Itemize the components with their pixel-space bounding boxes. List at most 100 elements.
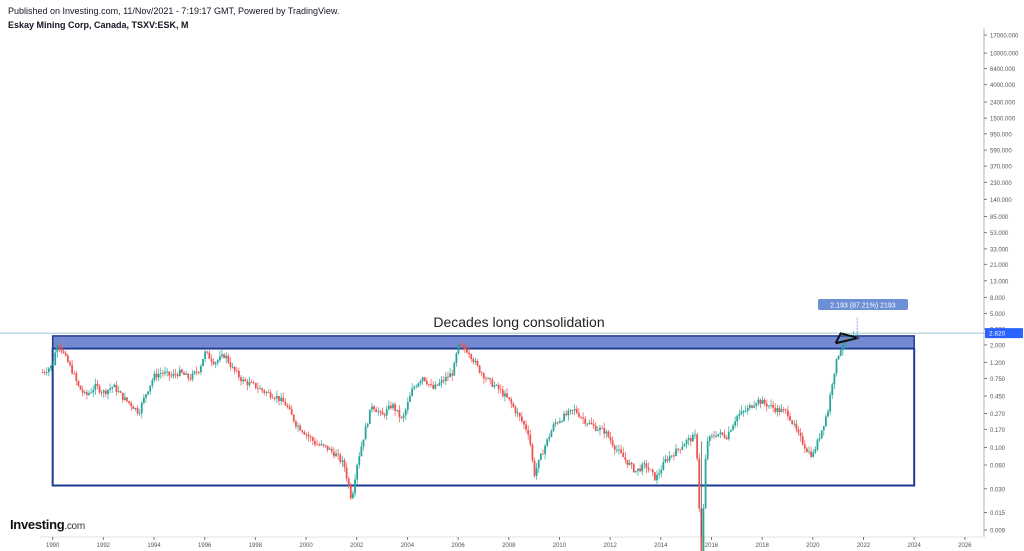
chart-annotation: Decades long consolidation xyxy=(433,314,604,330)
candle xyxy=(470,353,473,363)
price-tick-label: 53.000 xyxy=(990,231,1009,237)
candle xyxy=(311,435,314,446)
candle xyxy=(223,353,226,359)
candle-body xyxy=(708,436,711,442)
candle-body xyxy=(368,409,371,424)
candle xyxy=(295,419,297,430)
candle-body xyxy=(204,351,207,359)
candle xyxy=(459,343,462,347)
candle-body xyxy=(81,389,84,393)
candle xyxy=(299,423,302,431)
candle-body xyxy=(254,383,257,389)
candle xyxy=(62,349,65,355)
candle-body xyxy=(307,434,310,437)
candle xyxy=(362,439,365,451)
candle xyxy=(339,452,342,464)
candle-body xyxy=(191,373,194,380)
candle-body xyxy=(383,414,386,416)
candle-body xyxy=(197,372,200,373)
candle-body xyxy=(130,402,133,407)
candle xyxy=(356,463,359,485)
candle-body xyxy=(290,409,293,415)
candle-body xyxy=(791,420,794,424)
candle-body xyxy=(128,401,131,403)
candle xyxy=(88,390,90,397)
candle xyxy=(123,392,126,401)
candle-body xyxy=(801,436,804,445)
candle-body xyxy=(548,436,551,440)
candle-body xyxy=(546,439,549,446)
candle-body xyxy=(787,410,789,417)
candle-body xyxy=(482,373,485,379)
candle xyxy=(525,420,527,433)
candle xyxy=(776,404,779,417)
candle-body xyxy=(696,434,699,459)
price-tick-label: 5.000 xyxy=(990,312,1006,318)
candle-body xyxy=(242,379,245,382)
candle-body xyxy=(624,457,627,460)
candle xyxy=(647,462,650,473)
candle-body xyxy=(816,439,819,450)
candle xyxy=(586,422,589,427)
candle xyxy=(516,408,519,418)
candle-body xyxy=(829,395,832,412)
candle xyxy=(161,370,164,378)
candle xyxy=(812,448,815,458)
candle xyxy=(138,408,141,416)
time-tick-label: 2022 xyxy=(857,543,871,549)
candle xyxy=(575,405,578,415)
candle-body xyxy=(335,453,337,457)
candle-body xyxy=(142,397,145,404)
candle xyxy=(719,429,722,438)
candle xyxy=(656,470,658,485)
candle xyxy=(653,472,656,482)
candle xyxy=(111,386,114,393)
candle xyxy=(463,343,466,354)
candle-body xyxy=(45,372,48,373)
candle-body xyxy=(50,365,52,369)
candle-body xyxy=(818,438,821,440)
candle xyxy=(396,409,399,413)
candle xyxy=(780,403,783,413)
candle xyxy=(495,383,498,387)
candle xyxy=(132,405,135,410)
candle-body xyxy=(303,432,306,435)
candle xyxy=(335,449,337,457)
candle xyxy=(710,433,713,440)
candle-body xyxy=(434,384,437,389)
candle xyxy=(784,408,787,415)
candle-body xyxy=(806,448,808,453)
candle xyxy=(558,417,561,424)
candle-body xyxy=(723,434,726,438)
price-tick-label: 0.170 xyxy=(990,428,1006,434)
candle xyxy=(563,411,565,423)
price-tick-label: 0.015 xyxy=(990,511,1006,517)
candle xyxy=(782,407,785,413)
candle xyxy=(512,401,515,408)
candle xyxy=(582,412,584,425)
candle-body xyxy=(565,413,568,416)
candle xyxy=(632,462,635,473)
candle-body xyxy=(252,382,255,384)
price-tick-label: 13.000 xyxy=(990,279,1009,285)
candle xyxy=(533,457,536,478)
candle-body xyxy=(478,365,481,373)
candle xyxy=(330,446,333,455)
candle-body xyxy=(77,380,80,386)
candle xyxy=(269,389,272,400)
candle xyxy=(630,461,633,470)
candle-body xyxy=(607,431,610,438)
candle xyxy=(451,369,454,381)
candle-body xyxy=(603,427,606,434)
candle-body xyxy=(166,371,169,373)
candle-body xyxy=(151,380,154,386)
candle-body xyxy=(666,459,669,461)
candle-body xyxy=(345,467,348,479)
candle xyxy=(727,426,730,441)
candle-body xyxy=(347,478,350,486)
candle-body xyxy=(295,421,297,427)
candle-body xyxy=(430,384,432,386)
price-tick-label: 950.000 xyxy=(990,132,1012,138)
candle xyxy=(278,396,280,406)
